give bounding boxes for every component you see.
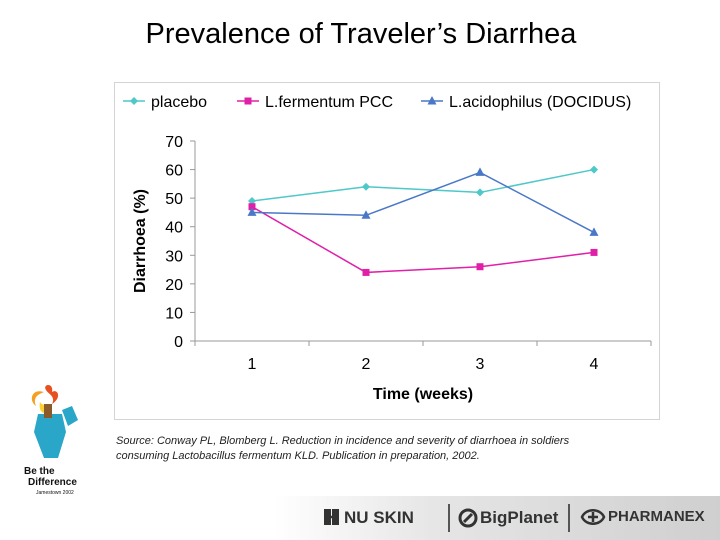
source-citation: Source: Conway PL, Blomberg L. Reduction…	[116, 435, 570, 462]
y-tick-label: 50	[165, 191, 183, 208]
data-point	[476, 188, 484, 197]
series-line-2	[251, 171, 595, 234]
data-point	[590, 165, 598, 174]
line-chart: 0 10 20 30 40 50 60 70 1 2 3 4 Time (weeks) Diarrhoea…	[123, 94, 652, 403]
x-tick-label: 2	[362, 356, 371, 373]
brand-pharmanex: PHARMANEX	[608, 508, 705, 525]
legend-marker	[130, 97, 138, 105]
brand-separator	[448, 504, 450, 532]
y-tick-label: 60	[165, 163, 183, 180]
y-tick-label: 40	[165, 220, 183, 237]
data-point	[361, 210, 371, 219]
data-point	[362, 268, 370, 276]
legend-label: placebo	[151, 94, 207, 111]
footer-bar	[0, 496, 720, 540]
y-tick-label: 20	[165, 277, 183, 294]
data-point	[248, 203, 256, 211]
y-tick-label: 10	[165, 305, 183, 322]
y-tick-label: 70	[165, 134, 183, 151]
data-point	[589, 227, 599, 236]
legend-label: L.fermentum PCC	[265, 94, 393, 111]
pharmanex-icon	[580, 509, 606, 525]
y-tick-label: 30	[165, 248, 183, 265]
y-axis-title: Diarrhoea (%)	[132, 189, 149, 293]
slide-title: Prevalence of Traveler’s Diarrhea	[145, 18, 577, 50]
nu-skin-icon	[324, 509, 339, 525]
x-axis-title: Time (weeks)	[373, 386, 473, 403]
x-tick-label: 1	[248, 356, 257, 373]
brand-bigplanet: BigPlanet	[480, 508, 559, 527]
x-tick-label: 3	[476, 356, 485, 373]
chart-frame: 0 10 20 30 40 50 60 70 1 2 3 4 Time (weeks) Diarrhoea…	[114, 82, 660, 420]
bigplanet-icon	[458, 508, 478, 528]
series-line-0	[251, 168, 595, 202]
data-point	[248, 197, 256, 205]
data-point	[476, 263, 484, 271]
brand-separator	[568, 504, 570, 532]
legend-label: L.acidophilus (DOCIDUS)	[449, 94, 631, 111]
legend-marker	[427, 96, 437, 105]
logo-line2: Difference	[28, 477, 77, 488]
legend-marker	[244, 97, 252, 105]
y-tick-label: 0	[174, 334, 183, 351]
data-point	[362, 182, 370, 191]
data-point	[475, 167, 485, 176]
logo-line3: Jamestown 2002	[36, 490, 74, 496]
data-point	[247, 207, 257, 216]
be-the-difference-logo: Be the Difference Jamestown 2002	[22, 384, 84, 501]
logo-line1: Be the	[24, 466, 55, 477]
brand-nu-skin: NU SKIN	[344, 508, 414, 527]
data-point	[590, 248, 598, 256]
x-tick-label: 4	[590, 356, 599, 373]
series-line-1	[251, 206, 595, 274]
